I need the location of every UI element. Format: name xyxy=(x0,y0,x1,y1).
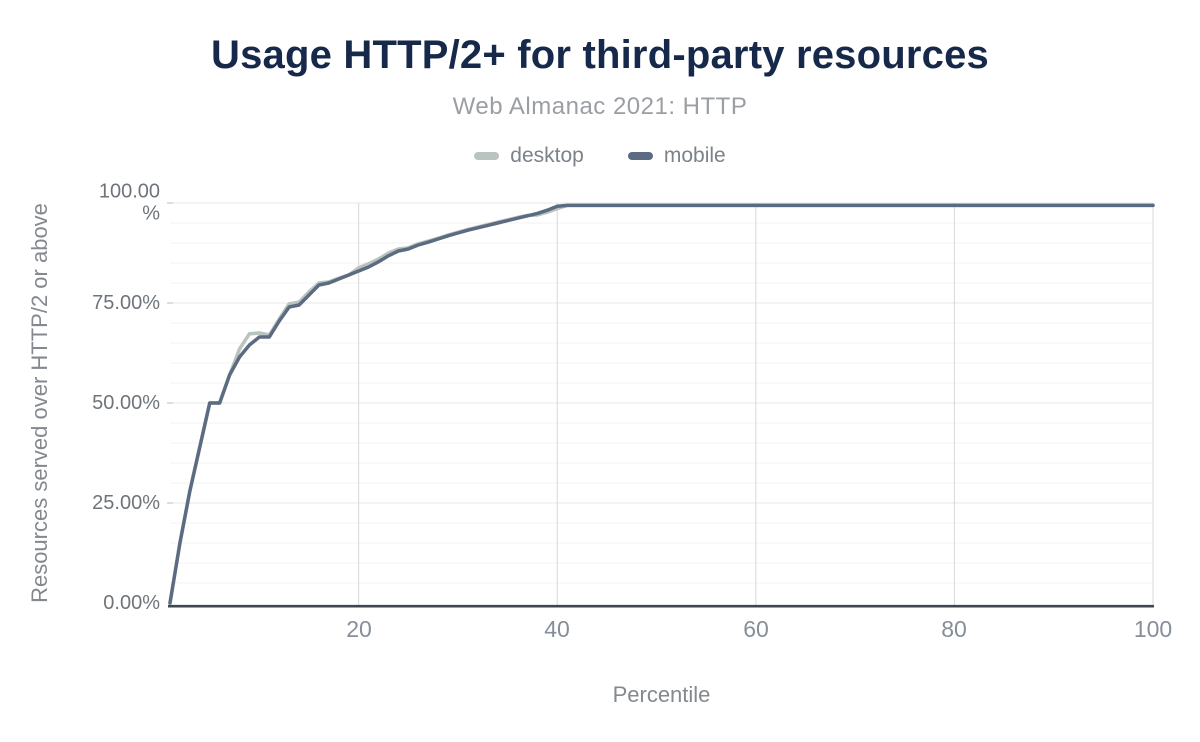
x-tick-label: 100 xyxy=(1133,616,1173,642)
y-tick-label: 100.00 % xyxy=(98,180,160,225)
chart-title: Usage HTTP/2+ for third-party resources xyxy=(210,33,989,77)
legend: desktop mobile xyxy=(0,144,1200,168)
chart-subtitle: Web Almanac 2021: HTTP xyxy=(452,93,748,120)
x-tick-label: 80 xyxy=(941,616,967,642)
mobile-swatch-icon xyxy=(627,152,653,160)
x-axis-title: Percentile xyxy=(612,682,711,707)
y-tick-label: 75.00% xyxy=(92,291,160,314)
desktop-swatch-icon xyxy=(474,152,500,160)
y-tick-label: 0.00% xyxy=(103,591,160,614)
x-tick-label: 40 xyxy=(544,616,570,642)
y-tick-label: 25.00% xyxy=(92,491,160,514)
legend-label-desktop: desktop xyxy=(510,144,584,167)
x-tick-label: 60 xyxy=(743,616,769,642)
x-tick-label: 20 xyxy=(346,616,372,642)
mobile-line xyxy=(168,203,1155,605)
legend-item-desktop: desktop xyxy=(474,144,584,168)
y-tick-label: 50.00% xyxy=(92,391,160,414)
legend-label-mobile: mobile xyxy=(663,144,726,167)
y-axis-title: Resources served over HTTP/2 or above xyxy=(27,203,52,603)
legend-item-mobile: mobile xyxy=(627,144,726,168)
